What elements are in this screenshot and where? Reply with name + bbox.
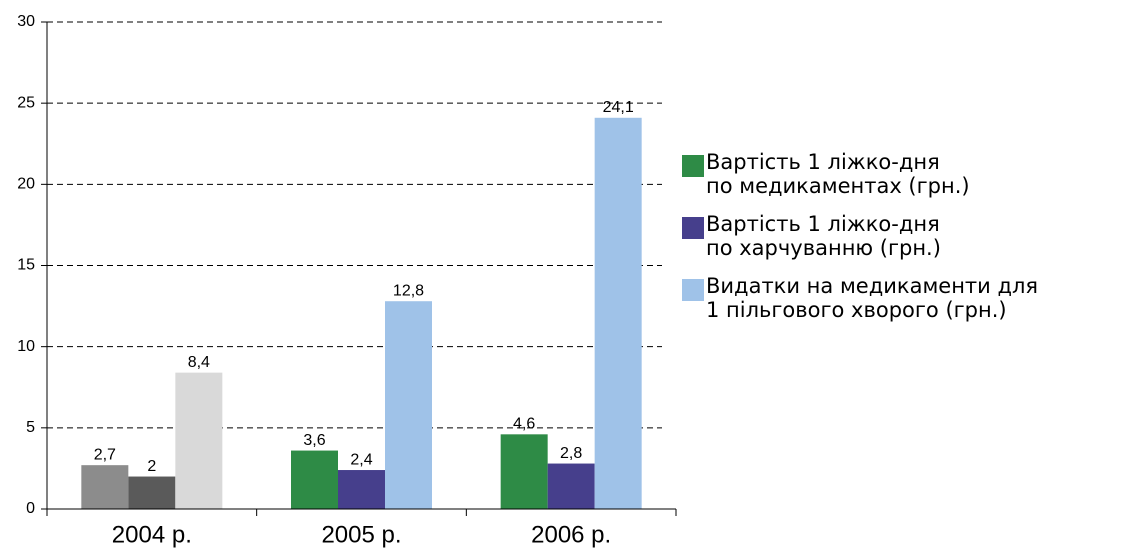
data-label: 2	[147, 458, 156, 475]
bar	[547, 463, 595, 509]
data-label: 24,1	[603, 99, 634, 116]
bar	[500, 434, 548, 509]
data-label: 3,6	[303, 432, 325, 449]
legend-swatch	[682, 217, 704, 239]
y-tick-label: 0	[26, 500, 35, 517]
legend-label: Видатки на медикаменти для 1 пільгового …	[706, 274, 1039, 322]
y-tick-label: 25	[17, 94, 35, 111]
bar	[594, 117, 642, 509]
bar	[291, 450, 338, 509]
bar	[175, 372, 223, 509]
legend-swatch	[682, 155, 704, 177]
y-tick-label: 10	[17, 338, 35, 355]
legend-item: Вартість 1 ліжко-дня по медикаментах (гр…	[682, 150, 1112, 198]
legend-swatch	[682, 279, 704, 301]
y-tick-label: 20	[17, 176, 35, 193]
legend-item: Видатки на медикаменти для 1 пільгового …	[682, 274, 1112, 322]
bar	[81, 465, 129, 509]
x-tick-label: 2005 р.	[321, 521, 401, 548]
x-tick-label: 2004 р.	[112, 521, 192, 548]
y-tick-label: 5	[26, 419, 35, 436]
data-label: 2,8	[560, 445, 582, 462]
bar	[385, 301, 432, 509]
data-label: 2,4	[350, 451, 372, 468]
legend-label: Вартість 1 ліжко-дня по медикаментах (гр…	[706, 150, 970, 198]
legend-label: Вартість 1 ліжко-дня по харчуванню (грн.…	[706, 212, 941, 260]
data-label: 8,4	[188, 354, 210, 371]
x-tick-label: 2006 р.	[531, 521, 611, 548]
data-label: 12,8	[393, 282, 424, 299]
data-label: 2,7	[94, 446, 116, 463]
legend-item: Вартість 1 ліжко-дня по харчуванню (грн.…	[682, 212, 1112, 260]
legend: Вартість 1 ліжко-дня по медикаментах (гр…	[682, 150, 1112, 336]
bar	[338, 470, 385, 509]
bar	[128, 476, 176, 509]
data-label: 4,6	[513, 416, 535, 433]
y-tick-label: 30	[17, 13, 35, 30]
y-tick-label: 15	[17, 257, 35, 274]
